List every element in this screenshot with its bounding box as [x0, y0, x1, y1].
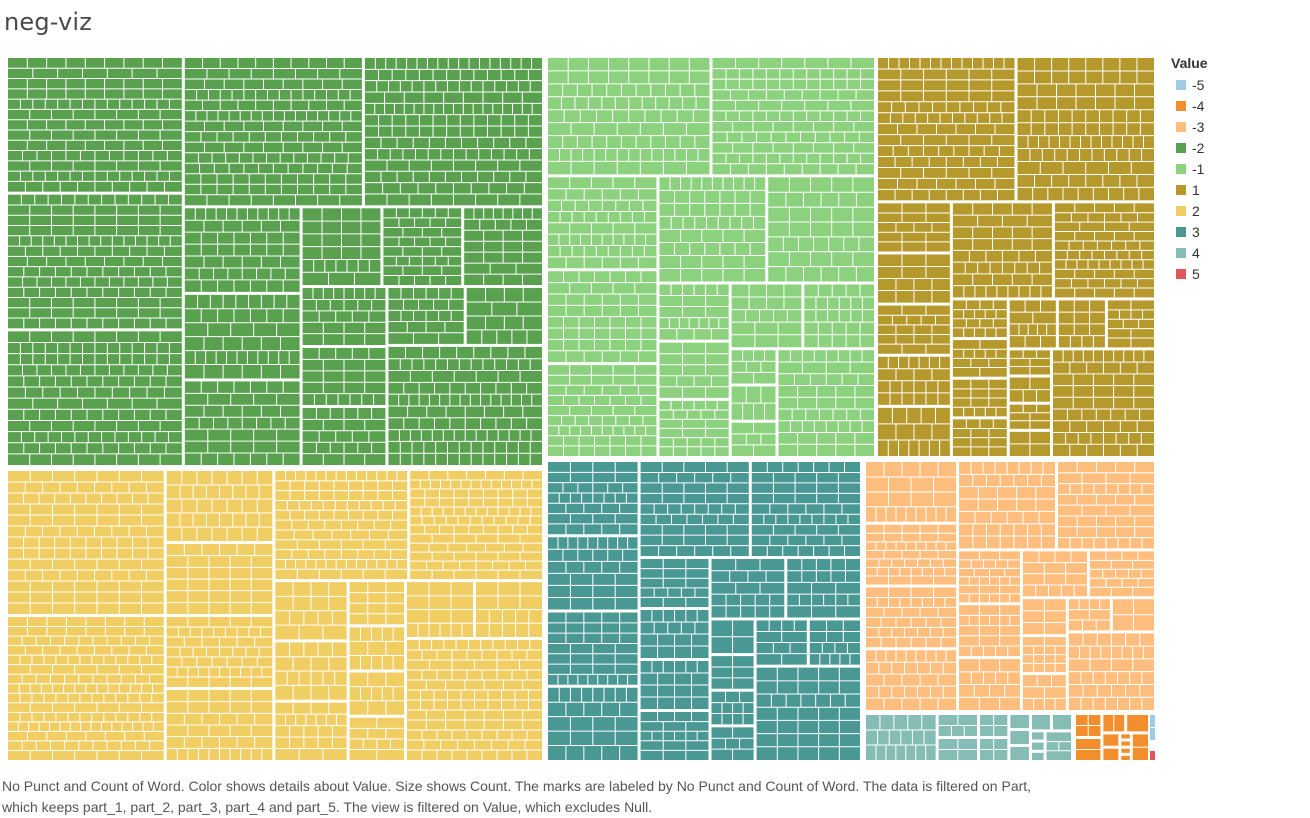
legend-label: 2 — [1192, 202, 1200, 219]
word-cell[interactable] — [548, 365, 657, 456]
legend-swatch — [1176, 184, 1186, 195]
legend-label: -4 — [1192, 97, 1205, 114]
word-cell[interactable] — [711, 559, 785, 618]
treemap-chart[interactable] — [0, 0, 1165, 770]
word-cell[interactable] — [1150, 751, 1155, 760]
legend-swatch — [1176, 100, 1186, 111]
legend-swatch — [1176, 163, 1186, 174]
word-cell[interactable] — [1031, 742, 1044, 750]
legend-label: 3 — [1192, 223, 1200, 240]
legend-item[interactable]: -2 — [1171, 137, 1291, 158]
page-title: neg-viz — [4, 8, 93, 36]
word-cell[interactable] — [166, 471, 273, 541]
word-cell[interactable] — [1103, 748, 1119, 760]
legend-title: Value — [1171, 55, 1208, 71]
word-cell[interactable] — [659, 342, 729, 398]
word-cell[interactable] — [866, 650, 957, 710]
legend-label: -3 — [1192, 118, 1205, 135]
caption-line-2: which keeps part_1, part_2, part_3, part… — [2, 799, 653, 815]
legend-label: -2 — [1192, 139, 1205, 156]
legend-label: -5 — [1192, 76, 1205, 93]
legend-item[interactable]: 3 — [1171, 221, 1291, 242]
word-cell[interactable] — [959, 462, 1056, 549]
legend-item[interactable]: 1 — [1171, 179, 1291, 200]
word-cell[interactable] — [1052, 715, 1071, 730]
legend-item[interactable]: -4 — [1171, 95, 1291, 116]
legend-swatch — [1176, 247, 1186, 258]
word-cell[interactable] — [959, 605, 1020, 657]
word-cell[interactable] — [787, 559, 860, 618]
word-cell[interactable] — [1103, 734, 1119, 746]
legend-item[interactable]: -1 — [1171, 158, 1291, 179]
word-cell[interactable] — [1127, 715, 1148, 732]
legend-item[interactable]: 4 — [1171, 242, 1291, 263]
word-cell[interactable] — [349, 627, 405, 670]
caption-line-1: No Punct and Count of Word. Color shows … — [2, 778, 1032, 794]
word-cell[interactable] — [349, 672, 405, 715]
legend-swatch — [1176, 268, 1186, 279]
word-cell[interactable] — [1121, 755, 1130, 760]
word-cell[interactable] — [756, 667, 860, 760]
legend-swatch — [1176, 205, 1186, 216]
word-cell[interactable] — [1121, 734, 1130, 739]
legend-label: -1 — [1192, 160, 1205, 177]
legend-item[interactable]: 5 — [1171, 263, 1291, 284]
legend-item[interactable]: -3 — [1171, 116, 1291, 137]
legend-label: 5 — [1192, 265, 1200, 282]
legend-item[interactable]: 2 — [1171, 200, 1291, 221]
legend-swatch — [1176, 121, 1186, 132]
legend: Value -5 -4 -3 -2 -1 1 2 3 4 5 — [1171, 54, 1291, 284]
word-cell[interactable] — [1010, 747, 1029, 760]
legend-label: 4 — [1192, 244, 1200, 261]
word-cell[interactable] — [364, 58, 542, 206]
legend-swatch — [1176, 79, 1186, 90]
caption: No Punct and Count of Word. Color shows … — [2, 776, 1202, 818]
word-cell[interactable] — [1010, 715, 1029, 728]
word-cell[interactable] — [1031, 715, 1050, 730]
legend-swatch — [1176, 142, 1186, 153]
word-cell[interactable] — [1031, 732, 1044, 740]
word-cell[interactable] — [1121, 741, 1130, 746]
legend-label: 1 — [1192, 181, 1200, 198]
word-cell[interactable] — [1031, 752, 1044, 760]
word-cell[interactable] — [1010, 731, 1029, 744]
word-cell[interactable] — [1121, 748, 1130, 753]
legend-item[interactable]: -5 — [1171, 74, 1291, 95]
word-cell[interactable] — [640, 559, 709, 608]
legend-swatch — [1176, 226, 1186, 237]
